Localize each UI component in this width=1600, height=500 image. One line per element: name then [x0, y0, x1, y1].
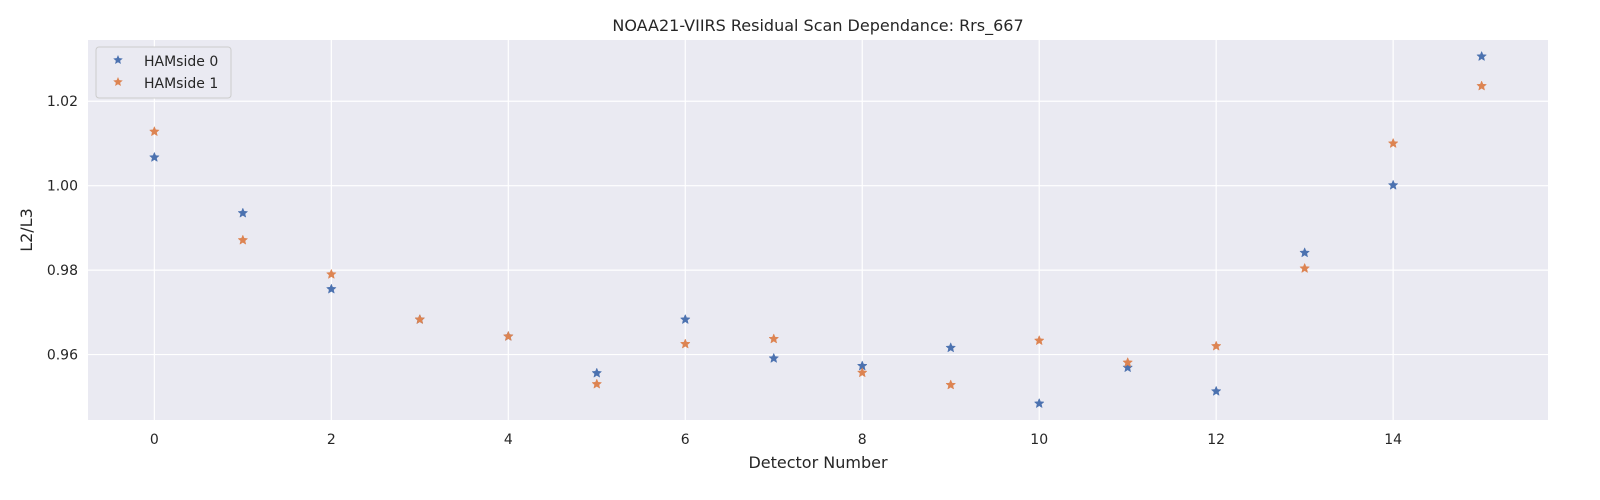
- y-tick-label: 1.02: [47, 94, 78, 110]
- plot-area: [88, 40, 1548, 420]
- x-tick-label: 10: [1030, 432, 1048, 448]
- legend-label-hamside-0: HAMside 0: [144, 54, 218, 70]
- point-series-1: [414, 313, 426, 325]
- x-tick-labels: 0 2 4 6 8 10 12 14: [150, 432, 1402, 448]
- point-series-1: [591, 378, 603, 389]
- point-series-0: [679, 313, 691, 325]
- point-series-0: [591, 367, 603, 378]
- point-series-0: [1033, 397, 1045, 409]
- point-series-0: [945, 342, 957, 353]
- point-series-1: [148, 125, 160, 137]
- data-points: [148, 50, 1488, 409]
- x-tick-label: 0: [150, 432, 159, 448]
- point-series-0: [1122, 361, 1134, 373]
- x-tick-label: 2: [327, 432, 336, 448]
- point-series-1: [1210, 340, 1222, 351]
- point-series-0: [237, 207, 249, 218]
- point-series-1: [856, 367, 868, 378]
- point-series-1: [237, 234, 249, 245]
- point-series-0: [1476, 50, 1488, 62]
- point-series-1: [502, 330, 514, 341]
- point-series-0: [1210, 385, 1222, 396]
- point-series-1: [1299, 262, 1311, 273]
- point-series-0: [768, 352, 780, 363]
- y-tick-label: 0.98: [47, 263, 78, 279]
- point-series-0: [325, 283, 337, 294]
- point-series-0: [1299, 247, 1311, 258]
- legend-marker-hamside-1: [113, 77, 123, 87]
- legend-box: [95, 46, 232, 99]
- x-tick-label: 14: [1384, 432, 1402, 448]
- y-tick-labels: 0.96 0.98 1.00 1.02: [47, 94, 78, 363]
- chart-title: NOAA21-VIIRS Residual Scan Dependance: R…: [612, 16, 1023, 36]
- point-series-1: [945, 379, 957, 390]
- point-series-1: [1387, 137, 1399, 149]
- point-series-1: [768, 333, 780, 344]
- legend: HAMside 0 HAMside 1: [95, 46, 232, 99]
- point-series-1: [1033, 334, 1045, 346]
- point-series-0: [148, 151, 160, 162]
- point-series-1: [1476, 80, 1488, 91]
- x-axis-label: Detector Number: [748, 453, 888, 472]
- x-tick-label: 4: [504, 432, 513, 448]
- point-series-0: [1387, 179, 1399, 190]
- x-tick-label: 6: [681, 432, 690, 448]
- legend-marker-hamside-0: [113, 55, 123, 65]
- point-series-1: [1122, 356, 1134, 368]
- legend-label-hamside-1: HAMside 1: [144, 76, 218, 92]
- y-tick-label: 1.00: [47, 179, 78, 195]
- y-tick-label: 0.96: [47, 348, 78, 364]
- y-axis-label: L2/L3: [17, 208, 36, 252]
- point-series-1: [679, 338, 691, 349]
- x-tick-label: 8: [858, 432, 867, 448]
- point-series-1: [325, 268, 337, 279]
- x-tick-label: 12: [1207, 432, 1225, 448]
